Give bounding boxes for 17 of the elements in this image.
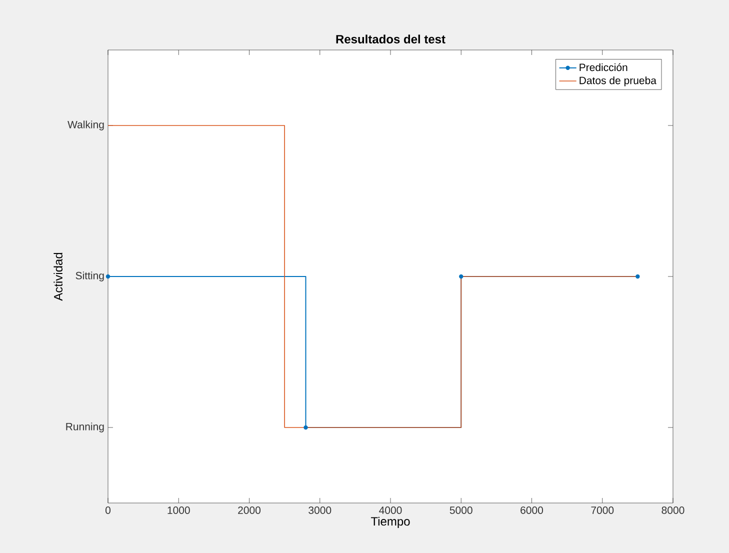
category-label: Running: [66, 422, 104, 432]
x-tick-label: 8000: [662, 506, 684, 514]
x-axis-title: Tiempo: [370, 516, 410, 528]
y-axis-title: Actividad: [54, 252, 62, 301]
x-tick-label: 2000: [238, 506, 261, 514]
x-tick-label: 1000: [168, 506, 190, 514]
chart-title: Resultados del test: [336, 34, 446, 44]
x-tick-label: 7000: [591, 506, 614, 514]
legend-label: Datos de prueba: [580, 76, 656, 86]
x-tick-label: 6000: [520, 506, 544, 514]
category-label: Walking: [68, 120, 104, 130]
x-tick-label: 5000: [450, 506, 472, 514]
x-tick-label: 4000: [379, 506, 402, 514]
x-tick-label: 3000: [308, 506, 332, 514]
category-label: Sitting: [76, 272, 104, 282]
legend-label: Predicción: [580, 63, 628, 72]
x-tick-label: 0: [105, 506, 111, 514]
